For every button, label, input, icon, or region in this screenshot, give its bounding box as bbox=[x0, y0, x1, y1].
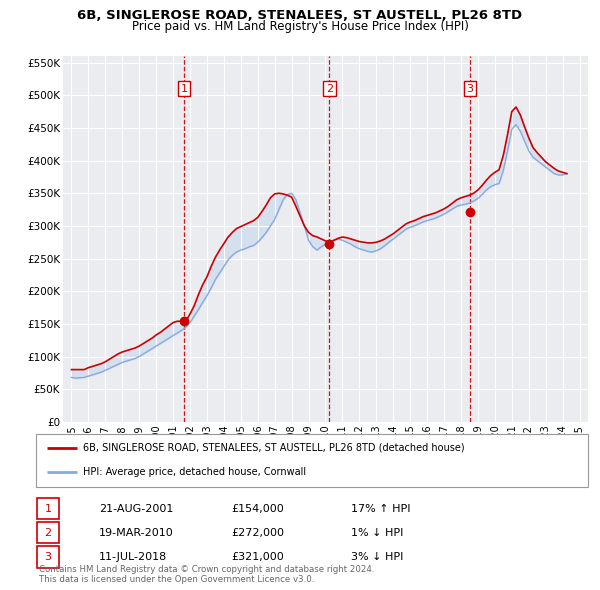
Text: £272,000: £272,000 bbox=[231, 528, 284, 537]
Text: 3: 3 bbox=[466, 84, 473, 94]
Text: 1: 1 bbox=[44, 504, 52, 513]
Text: 2: 2 bbox=[326, 84, 333, 94]
Text: 6B, SINGLEROSE ROAD, STENALEES, ST AUSTELL, PL26 8TD (detached house): 6B, SINGLEROSE ROAD, STENALEES, ST AUSTE… bbox=[83, 443, 464, 453]
Text: 3% ↓ HPI: 3% ↓ HPI bbox=[351, 552, 403, 562]
Text: 1: 1 bbox=[181, 84, 187, 94]
Text: 17% ↑ HPI: 17% ↑ HPI bbox=[351, 504, 410, 513]
Text: 11-JUL-2018: 11-JUL-2018 bbox=[99, 552, 167, 562]
Text: 3: 3 bbox=[44, 552, 52, 562]
Text: 6B, SINGLEROSE ROAD, STENALEES, ST AUSTELL, PL26 8TD: 6B, SINGLEROSE ROAD, STENALEES, ST AUSTE… bbox=[77, 9, 523, 22]
Text: HPI: Average price, detached house, Cornwall: HPI: Average price, detached house, Corn… bbox=[83, 467, 306, 477]
Text: 2: 2 bbox=[44, 528, 52, 537]
Text: 21-AUG-2001: 21-AUG-2001 bbox=[99, 504, 173, 513]
Text: £154,000: £154,000 bbox=[231, 504, 284, 513]
Text: Price paid vs. HM Land Registry's House Price Index (HPI): Price paid vs. HM Land Registry's House … bbox=[131, 20, 469, 33]
Text: £321,000: £321,000 bbox=[231, 552, 284, 562]
Text: 19-MAR-2010: 19-MAR-2010 bbox=[99, 528, 174, 537]
Text: Contains HM Land Registry data © Crown copyright and database right 2024.
This d: Contains HM Land Registry data © Crown c… bbox=[39, 565, 374, 584]
Text: 1% ↓ HPI: 1% ↓ HPI bbox=[351, 528, 403, 537]
